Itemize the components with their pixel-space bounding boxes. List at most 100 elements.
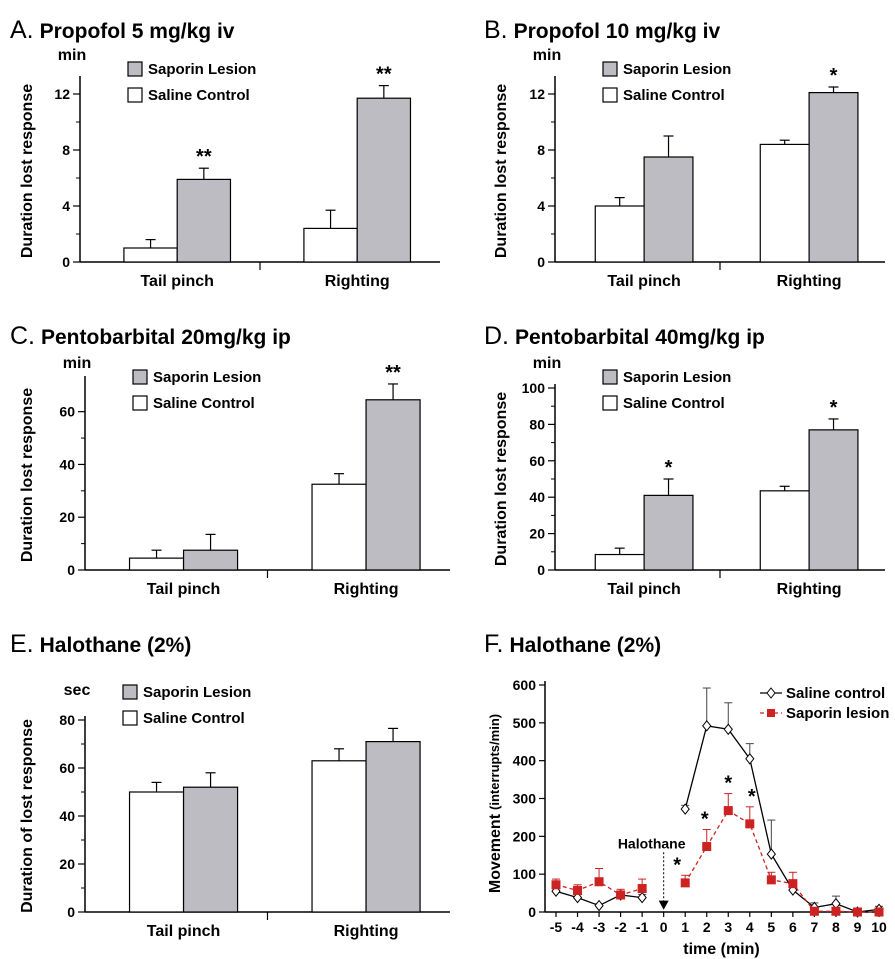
panel-title-dose: 20mg/kg ip bbox=[181, 326, 291, 349]
y-axis-label: Movement (interrupts/min) bbox=[487, 714, 504, 893]
panel-letter: B. bbox=[484, 16, 508, 44]
x-category-label: Righting bbox=[777, 273, 842, 290]
data-point bbox=[573, 885, 583, 895]
data-point bbox=[637, 891, 647, 904]
significance-mark: ** bbox=[376, 64, 392, 86]
y-tick-label: 600 bbox=[513, 677, 537, 693]
bar-saporin bbox=[182, 549, 239, 571]
x-category-label: Righting bbox=[334, 923, 399, 940]
bar-saline bbox=[128, 791, 185, 913]
y-tick-label: 40 bbox=[529, 489, 545, 505]
legend-swatch bbox=[122, 710, 138, 726]
legend-swatch bbox=[602, 61, 618, 77]
panel-header: E. Halothane (2%) bbox=[10, 630, 191, 658]
y-axis-label: Duration lost response bbox=[19, 84, 36, 258]
series-line bbox=[684, 809, 879, 913]
panel-c: C. Pentobarbital 20mg/kg ip min Duration los… bbox=[10, 322, 450, 598]
y-tick-label: 300 bbox=[513, 791, 537, 807]
data-point bbox=[594, 877, 604, 887]
bar-saporin bbox=[808, 429, 859, 571]
y-tick-label: 4 bbox=[537, 198, 545, 214]
bar-saporin bbox=[176, 178, 232, 263]
y-tick-label: 0 bbox=[67, 562, 75, 578]
panel-letter: F. bbox=[484, 630, 503, 658]
data-point bbox=[572, 891, 583, 904]
x-tick-label: 8 bbox=[832, 919, 840, 935]
panel-a: A. Propofol 5 mg/kg iv min Duration lost re… bbox=[10, 16, 440, 290]
panel-header: F. Halothane (2%) bbox=[484, 630, 661, 658]
panel-f: F. Halothane (2%) Movement (interrupts/min)… bbox=[484, 630, 889, 958]
bar-saporin bbox=[808, 91, 859, 263]
y-tick-label: 4 bbox=[62, 198, 70, 214]
annotation-arrow-head bbox=[658, 900, 669, 910]
data-point bbox=[874, 907, 884, 917]
y-axis-label: Duration of lost response bbox=[19, 719, 36, 913]
y-unit-label: min bbox=[58, 47, 86, 64]
significance-mark: ** bbox=[196, 146, 212, 168]
legend-label: Saporin Lesion bbox=[153, 369, 261, 386]
panel-header: C. Pentobarbital 20mg/kg ip bbox=[10, 322, 291, 350]
legend-marker bbox=[767, 709, 775, 717]
legend-label: Saline Control bbox=[623, 87, 725, 104]
bar-saline bbox=[303, 227, 358, 263]
y-tick-label: 0 bbox=[67, 904, 75, 920]
data-point bbox=[766, 875, 776, 885]
legend-swatch bbox=[132, 369, 148, 385]
bar-saline bbox=[311, 483, 367, 571]
panel-title: Pentobarbital bbox=[41, 326, 175, 349]
x-axis-label: time (min) bbox=[683, 941, 759, 958]
y-tick-label: 8 bbox=[62, 142, 70, 158]
x-tick-label: 3 bbox=[724, 919, 732, 935]
legend-swatch bbox=[602, 369, 618, 385]
y-tick-label: 60 bbox=[529, 453, 545, 469]
panel-b: B. Propofol 10 mg/kg iv min Duration lost r… bbox=[484, 16, 885, 290]
x-tick-label: 0 bbox=[660, 919, 668, 935]
data-point bbox=[852, 907, 862, 917]
y-tick-label: 200 bbox=[513, 828, 537, 844]
x-tick-label: 1 bbox=[681, 919, 689, 935]
legend-label: Saline Control bbox=[153, 395, 255, 412]
legend-swatch bbox=[132, 395, 148, 411]
y-tick-label: 80 bbox=[59, 712, 75, 728]
y-axis-label-main: Movement bbox=[487, 813, 504, 893]
y-axis-label-unit: (interrupts/min) bbox=[487, 714, 502, 810]
x-tick-label: 5 bbox=[767, 919, 775, 935]
y-tick-label: 20 bbox=[59, 509, 75, 525]
x-tick-label: -4 bbox=[571, 919, 584, 935]
panel-e: E. Halothane (2%) sec Duration of lost resp… bbox=[10, 630, 450, 940]
y-tick-label: 40 bbox=[59, 808, 75, 824]
x-tick-label: -1 bbox=[636, 919, 649, 935]
y-tick-label: 8 bbox=[537, 142, 545, 158]
y-unit-label: sec bbox=[64, 682, 91, 699]
x-tick-label: 10 bbox=[871, 919, 887, 935]
panel-title: Propofol 5 mg/kg iv bbox=[40, 20, 235, 43]
data-point bbox=[766, 848, 776, 860]
y-tick-label: 20 bbox=[529, 526, 545, 542]
panel-header: D. Pentobarbital 40mg/kg ip bbox=[484, 322, 765, 350]
panel-letter: C. bbox=[10, 322, 35, 350]
legend-swatch bbox=[127, 87, 143, 103]
legend-label: Saline Control bbox=[148, 87, 250, 104]
significance-mark: * bbox=[830, 397, 838, 419]
panel-title: Propofol 10 mg/kg iv bbox=[514, 20, 721, 43]
significance-mark: * bbox=[830, 65, 838, 87]
data-point bbox=[616, 890, 626, 900]
significance-mark: ** bbox=[385, 362, 401, 384]
data-point bbox=[723, 806, 733, 816]
legend-marker bbox=[766, 687, 776, 699]
x-category-label: Tail pinch bbox=[147, 923, 220, 940]
bar-saline bbox=[759, 143, 810, 263]
legend-swatch bbox=[127, 61, 143, 77]
data-point bbox=[702, 842, 712, 852]
significance-mark: * bbox=[724, 773, 732, 795]
x-tick-label: -3 bbox=[593, 919, 606, 935]
x-category-label: Righting bbox=[325, 273, 390, 290]
data-point bbox=[702, 720, 712, 732]
y-unit-label: min bbox=[533, 47, 561, 64]
legend-label: Saline Control bbox=[623, 395, 725, 412]
x-tick-label: 9 bbox=[854, 919, 862, 935]
y-tick-label: 12 bbox=[529, 86, 545, 102]
panel-title: Halothane (2%) bbox=[40, 634, 192, 657]
panel-letter: D. bbox=[484, 322, 509, 350]
